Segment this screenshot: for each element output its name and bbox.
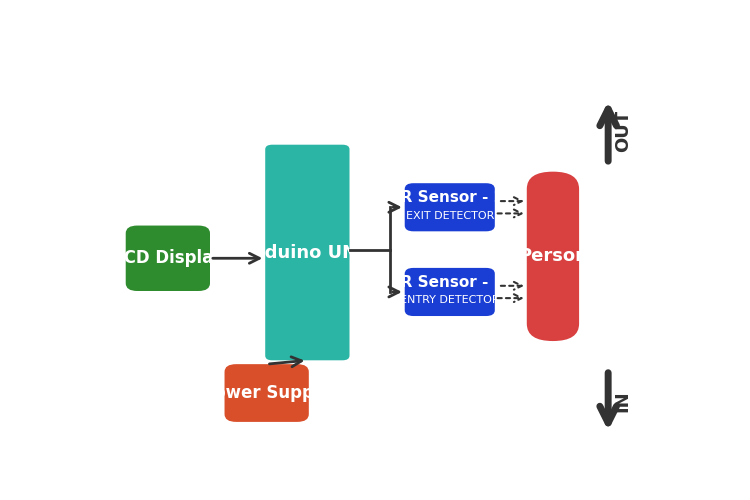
FancyBboxPatch shape: [224, 364, 309, 422]
Text: IN: IN: [614, 391, 632, 412]
Text: OUT: OUT: [614, 110, 632, 152]
Text: IR Sensor - 1: IR Sensor - 1: [395, 275, 504, 290]
FancyBboxPatch shape: [405, 268, 495, 316]
Text: Power Supply: Power Supply: [202, 384, 331, 402]
FancyBboxPatch shape: [266, 144, 350, 360]
Text: Arduino UNO: Arduino UNO: [242, 244, 373, 262]
FancyBboxPatch shape: [405, 183, 495, 232]
FancyBboxPatch shape: [126, 226, 210, 291]
Text: EXIT DETECTOR: EXIT DETECTOR: [406, 210, 494, 220]
FancyBboxPatch shape: [526, 172, 579, 341]
Text: Person: Person: [518, 248, 588, 266]
Text: LCD Display: LCD Display: [112, 250, 224, 268]
Text: ENTRY DETECTOR: ENTRY DETECTOR: [400, 296, 500, 306]
Text: IR Sensor - 2: IR Sensor - 2: [395, 190, 505, 205]
